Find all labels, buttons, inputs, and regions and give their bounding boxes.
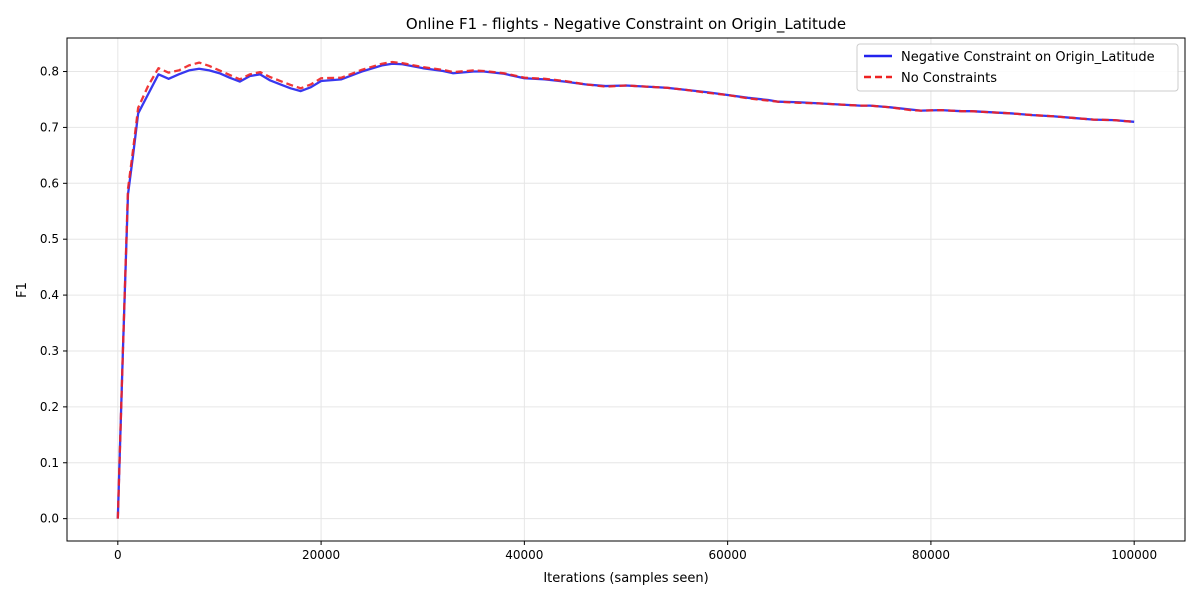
y-tick-label: 0.3 (40, 344, 59, 358)
series-line-negative-constraint (116, 62, 1135, 519)
series-line-no-constraints (116, 60, 1135, 519)
x-tick-label: 20000 (302, 548, 340, 562)
y-tick-label: 0.4 (40, 288, 59, 302)
y-tick-label: 0.1 (40, 456, 59, 470)
x-tick-label: 40000 (505, 548, 543, 562)
tick-layer: 0 20000 40000 60000 80000 100000 0.0 0.1 0.2 0.3 0… (40, 65, 1157, 562)
chart-title: Online F1 - flights - Negative Constrain… (406, 15, 846, 34)
y-tick-label: 0.2 (40, 400, 59, 414)
legend: Negative Constraint on Origin_Latitude N… (856, 43, 1179, 92)
y-axis-label: F1 (15, 282, 30, 298)
x-axis-label: Iterations (samples seen) (543, 571, 708, 586)
y-tick-label: 0.8 (40, 65, 59, 79)
legend-label-no-constraints: No Constraints (901, 71, 997, 86)
x-tick-label: 0 (114, 548, 122, 562)
plot-frame (66, 37, 1186, 542)
x-tick-label: 100000 (1111, 548, 1157, 562)
x-tick-label: 60000 (709, 548, 747, 562)
y-tick-label: 0.6 (40, 176, 59, 190)
grid-layer (67, 38, 1185, 541)
series-layer (116, 60, 1135, 519)
y-tick-label: 0.7 (40, 120, 59, 134)
y-tick-label: 0.5 (40, 232, 59, 246)
x-tick-label: 80000 (912, 548, 950, 562)
y-tick-label: 0.0 (40, 512, 59, 526)
legend-box (856, 43, 1179, 92)
legend-label-negative-constraint: Negative Constraint on Origin_Latitude (901, 50, 1155, 65)
